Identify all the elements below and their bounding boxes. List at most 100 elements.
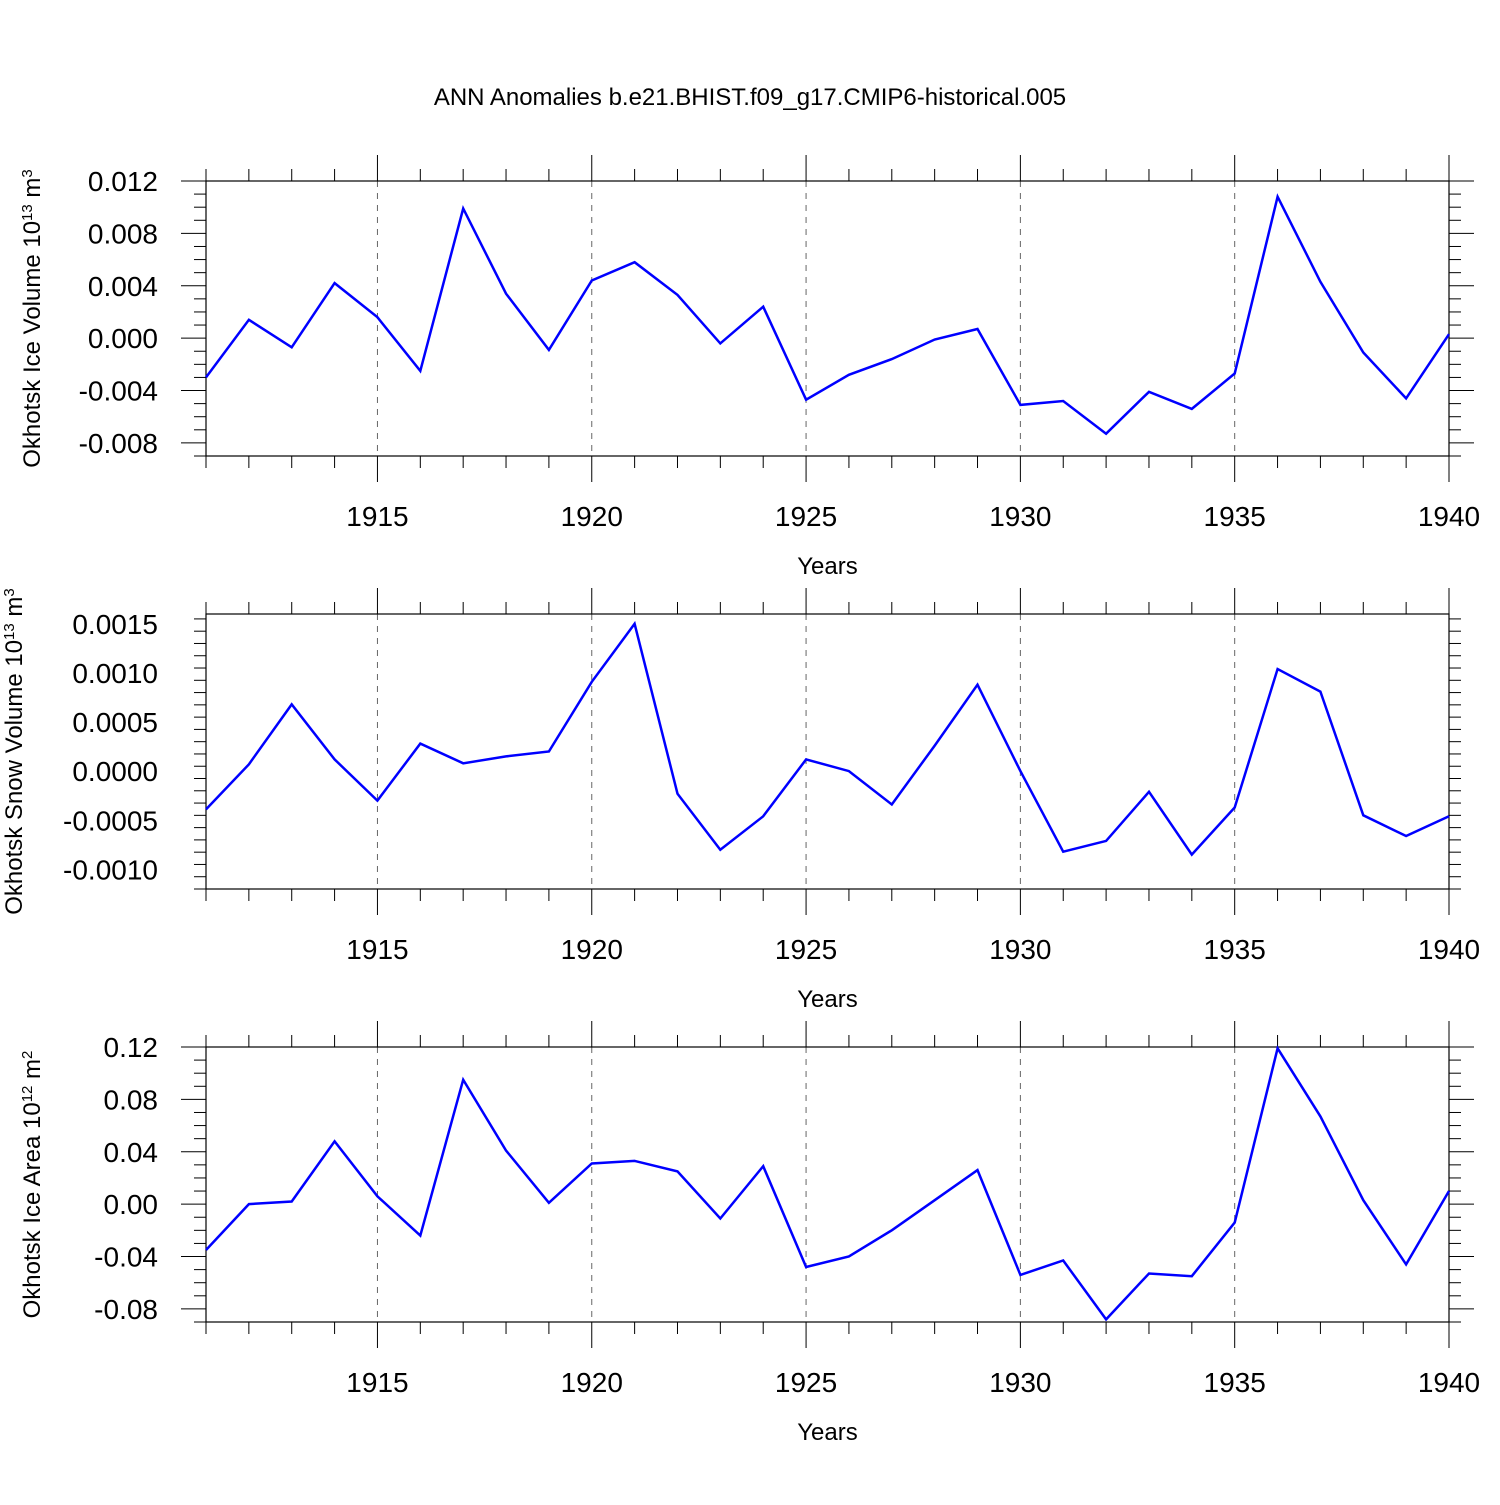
data-point (591, 681, 592, 682)
x-tick-label: 1935 (1204, 1367, 1266, 1398)
y-tick-label: 0.0010 (72, 658, 158, 689)
data-point (377, 1196, 378, 1197)
x-tick-label: 1940 (1418, 934, 1480, 965)
x-axis-label: Years (797, 986, 858, 1013)
x-tick-label: 1940 (1418, 1367, 1480, 1398)
x-tick-label: 1925 (775, 501, 837, 532)
data-point (291, 1201, 292, 1202)
data-point (206, 377, 207, 378)
data-point (1277, 1048, 1278, 1049)
y-tick-label: 0.08 (104, 1084, 159, 1115)
y-tick-label: 0.0000 (72, 756, 158, 787)
data-point (806, 399, 807, 400)
y-tick-label: 0.0005 (72, 707, 158, 738)
data-point (1277, 196, 1278, 197)
series-line (205, 1045, 1451, 1322)
data-point (248, 319, 249, 320)
data-point (548, 1202, 549, 1203)
data-point (206, 809, 207, 810)
data-point (1406, 1264, 1407, 1265)
data-point (1063, 1260, 1064, 1261)
data-point (1449, 1191, 1450, 1192)
x-tick-label: 1920 (561, 1367, 623, 1398)
x-axis-label: Years (797, 553, 858, 580)
y-tick-label: -0.08 (94, 1294, 158, 1325)
data-point (934, 339, 935, 340)
data-point (1234, 807, 1235, 808)
data-point (1191, 408, 1192, 409)
data-point (1191, 854, 1192, 855)
data-point (763, 306, 764, 307)
data-point (506, 1150, 507, 1151)
data-point (463, 208, 464, 209)
x-tick-label: 1925 (775, 934, 837, 965)
data-point (977, 1170, 978, 1171)
data-point (1406, 835, 1407, 836)
y-tick-label: -0.0005 (63, 805, 158, 836)
y-tick-label: 0.004 (88, 271, 158, 302)
data-point (1063, 401, 1064, 402)
y-tick-label: 0.012 (88, 166, 158, 197)
data-point (377, 317, 378, 318)
data-point (934, 745, 935, 746)
y-tick-label: 0.000 (88, 323, 158, 354)
data-point (420, 1235, 421, 1236)
series-line (204, 193, 1451, 436)
series-line (205, 620, 1450, 857)
data-point (891, 359, 892, 360)
x-tick-label: 1925 (775, 1367, 837, 1398)
data-point (806, 1267, 807, 1268)
data-point (1406, 398, 1407, 399)
y-axis-label: Okhotsk Ice Volume 1013 m3 (19, 169, 47, 468)
data-point (1063, 851, 1064, 852)
data-point (1106, 1319, 1107, 1320)
data-point (1020, 404, 1021, 405)
data-point (634, 1160, 635, 1161)
data-point (891, 804, 892, 805)
data-point (1148, 1273, 1149, 1274)
x-tick-label: 1935 (1204, 934, 1266, 965)
x-tick-label: 1920 (561, 934, 623, 965)
y-tick-label: 0.04 (104, 1137, 159, 1168)
data-point (677, 793, 678, 794)
data-point (977, 328, 978, 329)
y-tick-label: 0.008 (88, 218, 158, 249)
x-tick-label: 1940 (1418, 501, 1480, 532)
data-point (806, 759, 807, 760)
data-point (1320, 691, 1321, 692)
data-point (677, 294, 678, 295)
data-point (420, 743, 421, 744)
data-point (248, 1204, 249, 1205)
data-point (591, 280, 592, 281)
plot-frame (205, 180, 1450, 457)
y-axis-label: Okhotsk Snow Volume 1013 m3 (1, 588, 29, 915)
y-tick-label: -0.04 (94, 1242, 158, 1273)
data-point (463, 1079, 464, 1080)
x-tick-label: 1920 (561, 501, 623, 532)
chart-panel-2: -0.0010 -0.0005 0.0000 0.0005 0.0010 0.0015 19… (1, 588, 1480, 1013)
data-point (463, 763, 464, 764)
data-point (1020, 771, 1021, 772)
data-point (848, 374, 849, 375)
data-point (206, 1249, 207, 1250)
data-point (763, 816, 764, 817)
data-point (1106, 433, 1107, 434)
data-point (848, 1256, 849, 1257)
data-point (977, 684, 978, 685)
data-point (334, 283, 335, 284)
y-tick-label: -0.0010 (63, 854, 158, 885)
x-tick-label: 1935 (1204, 501, 1266, 532)
data-point (1106, 840, 1107, 841)
data-point (334, 759, 335, 760)
data-point (291, 704, 292, 705)
x-tick-label: 1930 (989, 934, 1051, 965)
data-point (891, 1230, 892, 1231)
data-point (548, 349, 549, 350)
data-point (1320, 281, 1321, 282)
data-point (720, 343, 721, 344)
y-tick-label: 0.00 (104, 1189, 159, 1220)
data-point (1449, 816, 1450, 817)
y-axis-label: Okhotsk Ice Area 1012 m2 (19, 1051, 47, 1319)
